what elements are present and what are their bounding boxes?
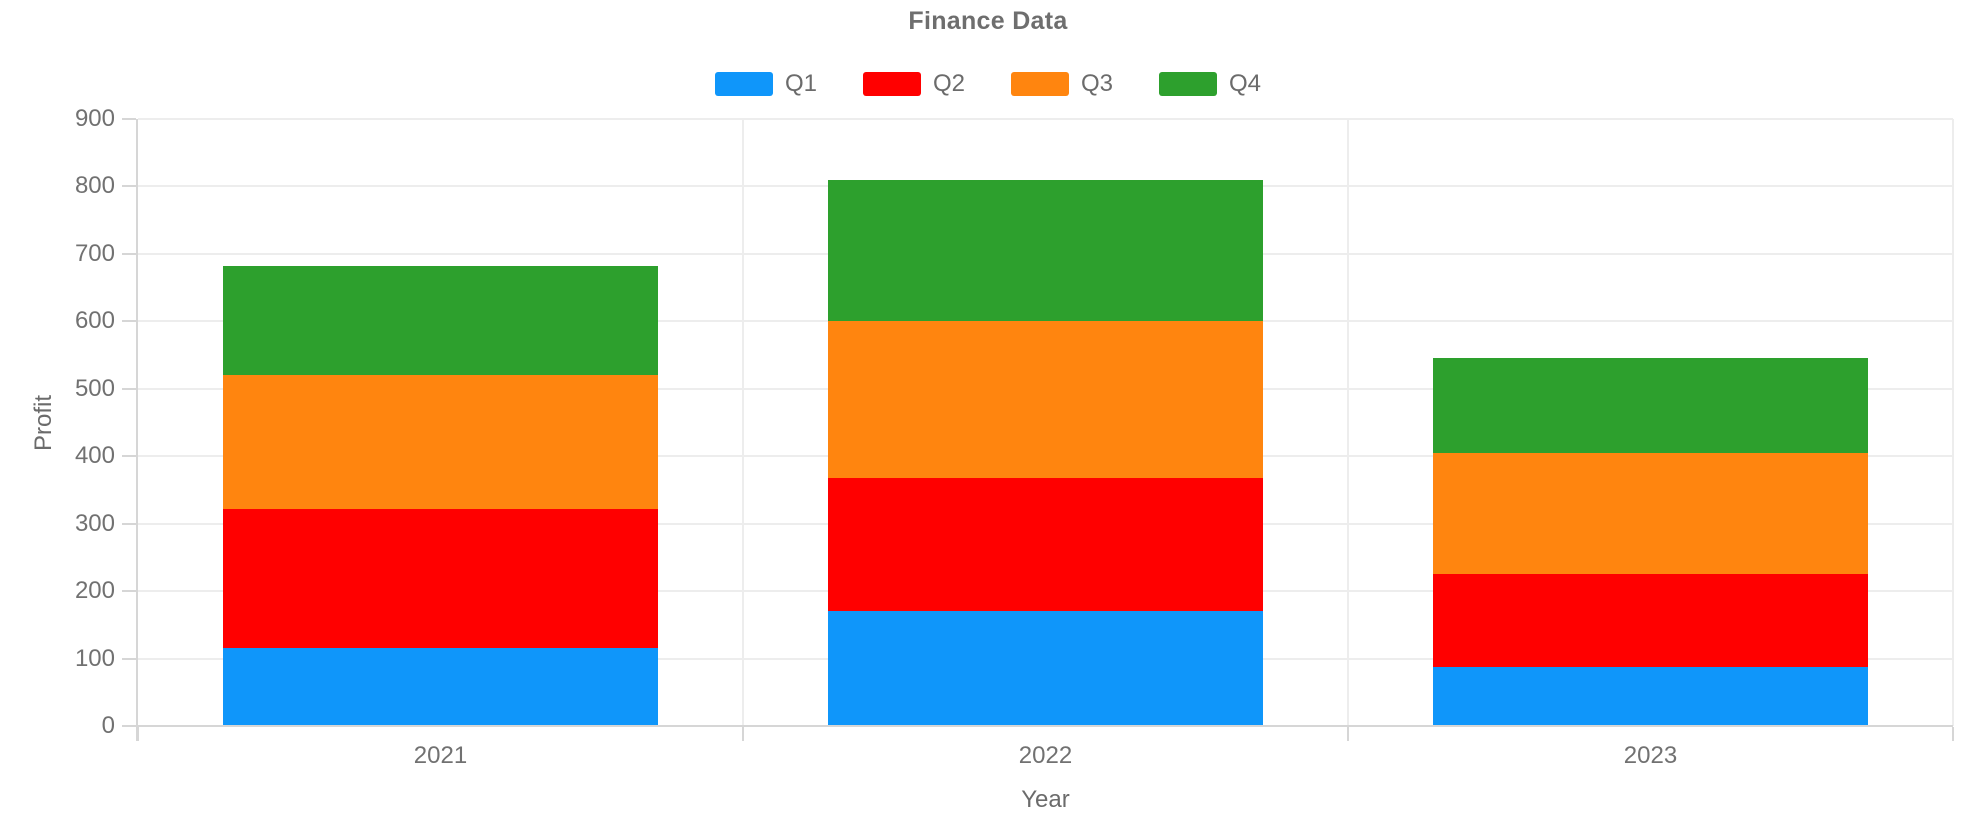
y-tick-label-900: 900 — [74, 105, 115, 132]
legend-item-q4[interactable]: Q4 — [1159, 72, 1261, 96]
bar-2023-q3-segment[interactable] — [1433, 452, 1868, 575]
y-tick-label-800: 800 — [74, 172, 115, 200]
chart-title: Finance Data — [908, 7, 1068, 35]
bar-2022-q2-segment[interactable] — [828, 477, 1263, 612]
legend-label: Q1 — [784, 70, 817, 97]
y-tick-label-0: 0 — [101, 712, 115, 739]
y-tick-200 — [122, 590, 136, 593]
legend-item-q2[interactable]: Q2 — [862, 70, 965, 97]
x-tick-label-2021: 2021 — [413, 742, 468, 769]
y-tick-label-200: 200 — [74, 577, 115, 605]
gridline-x-band-3 — [1952, 119, 1954, 726]
bar-2021-q1-segment[interactable] — [223, 648, 658, 726]
legend-marker-q2 — [862, 72, 921, 96]
bar-2021-q4-segment[interactable] — [223, 266, 658, 376]
x-axis-line — [136, 725, 1953, 727]
bar-2023-q2-segment[interactable] — [1433, 574, 1868, 667]
bar-2023-q4-segment[interactable] — [1433, 358, 1868, 453]
y-tick-800 — [122, 185, 136, 188]
legend-item-q3[interactable]: Q3 — [1011, 72, 1113, 96]
bar-2022-q4-segment[interactable] — [828, 179, 1263, 322]
y-tick-label-400: 400 — [74, 442, 115, 470]
gridline-y-900 — [138, 118, 1953, 120]
y-tick-label-500: 500 — [74, 374, 115, 402]
legend-item-q1[interactable]: Q1 — [714, 70, 817, 97]
legend-label: Q3 — [1081, 70, 1114, 97]
bar-2021-q3-segment[interactable] — [223, 375, 658, 509]
x-tick-2 — [1347, 727, 1349, 741]
y-tick-500 — [122, 387, 136, 390]
y-tick-900 — [122, 118, 136, 120]
y-tick-label-300: 300 — [74, 509, 115, 537]
y-tick-0 — [122, 725, 136, 727]
legend: Q1 Q2 Q3 Q4 — [0, 72, 1976, 96]
legend-label: Q2 — [932, 70, 965, 97]
legend-marker-q4 — [1159, 72, 1218, 96]
bar-2022-q3-segment[interactable] — [828, 321, 1263, 478]
y-tick-600 — [122, 320, 136, 323]
legend-marker-q1 — [714, 72, 773, 96]
legend-marker-q3 — [1011, 72, 1069, 96]
x-tick-0 — [137, 727, 139, 741]
y-axis-title: Profit — [30, 394, 57, 451]
x-tick-label-2023: 2023 — [1623, 742, 1678, 769]
gridline-x-band-1 — [742, 119, 744, 726]
y-tick-label-700: 700 — [74, 239, 115, 267]
y-tick-label-600: 600 — [74, 307, 115, 335]
legend-label: Q4 — [1229, 70, 1262, 97]
bar-2022-q1-segment[interactable] — [828, 611, 1263, 726]
x-tick-1 — [742, 727, 744, 741]
bar-2023-q1-segment[interactable] — [1433, 666, 1868, 726]
gridline-x-band-2 — [1347, 119, 1349, 726]
x-tick-3 — [1952, 727, 1954, 741]
y-tick-100 — [122, 657, 136, 660]
y-tick-400 — [122, 455, 136, 458]
y-tick-label-100: 100 — [74, 644, 115, 672]
plot-area — [138, 118, 1954, 726]
y-axis-line — [136, 119, 138, 741]
bar-2021-q2-segment[interactable] — [223, 508, 658, 649]
x-axis-title: Year — [1021, 786, 1070, 813]
y-tick-700 — [122, 252, 136, 255]
x-tick-label-2022: 2022 — [1018, 742, 1073, 769]
y-tick-300 — [122, 522, 136, 525]
